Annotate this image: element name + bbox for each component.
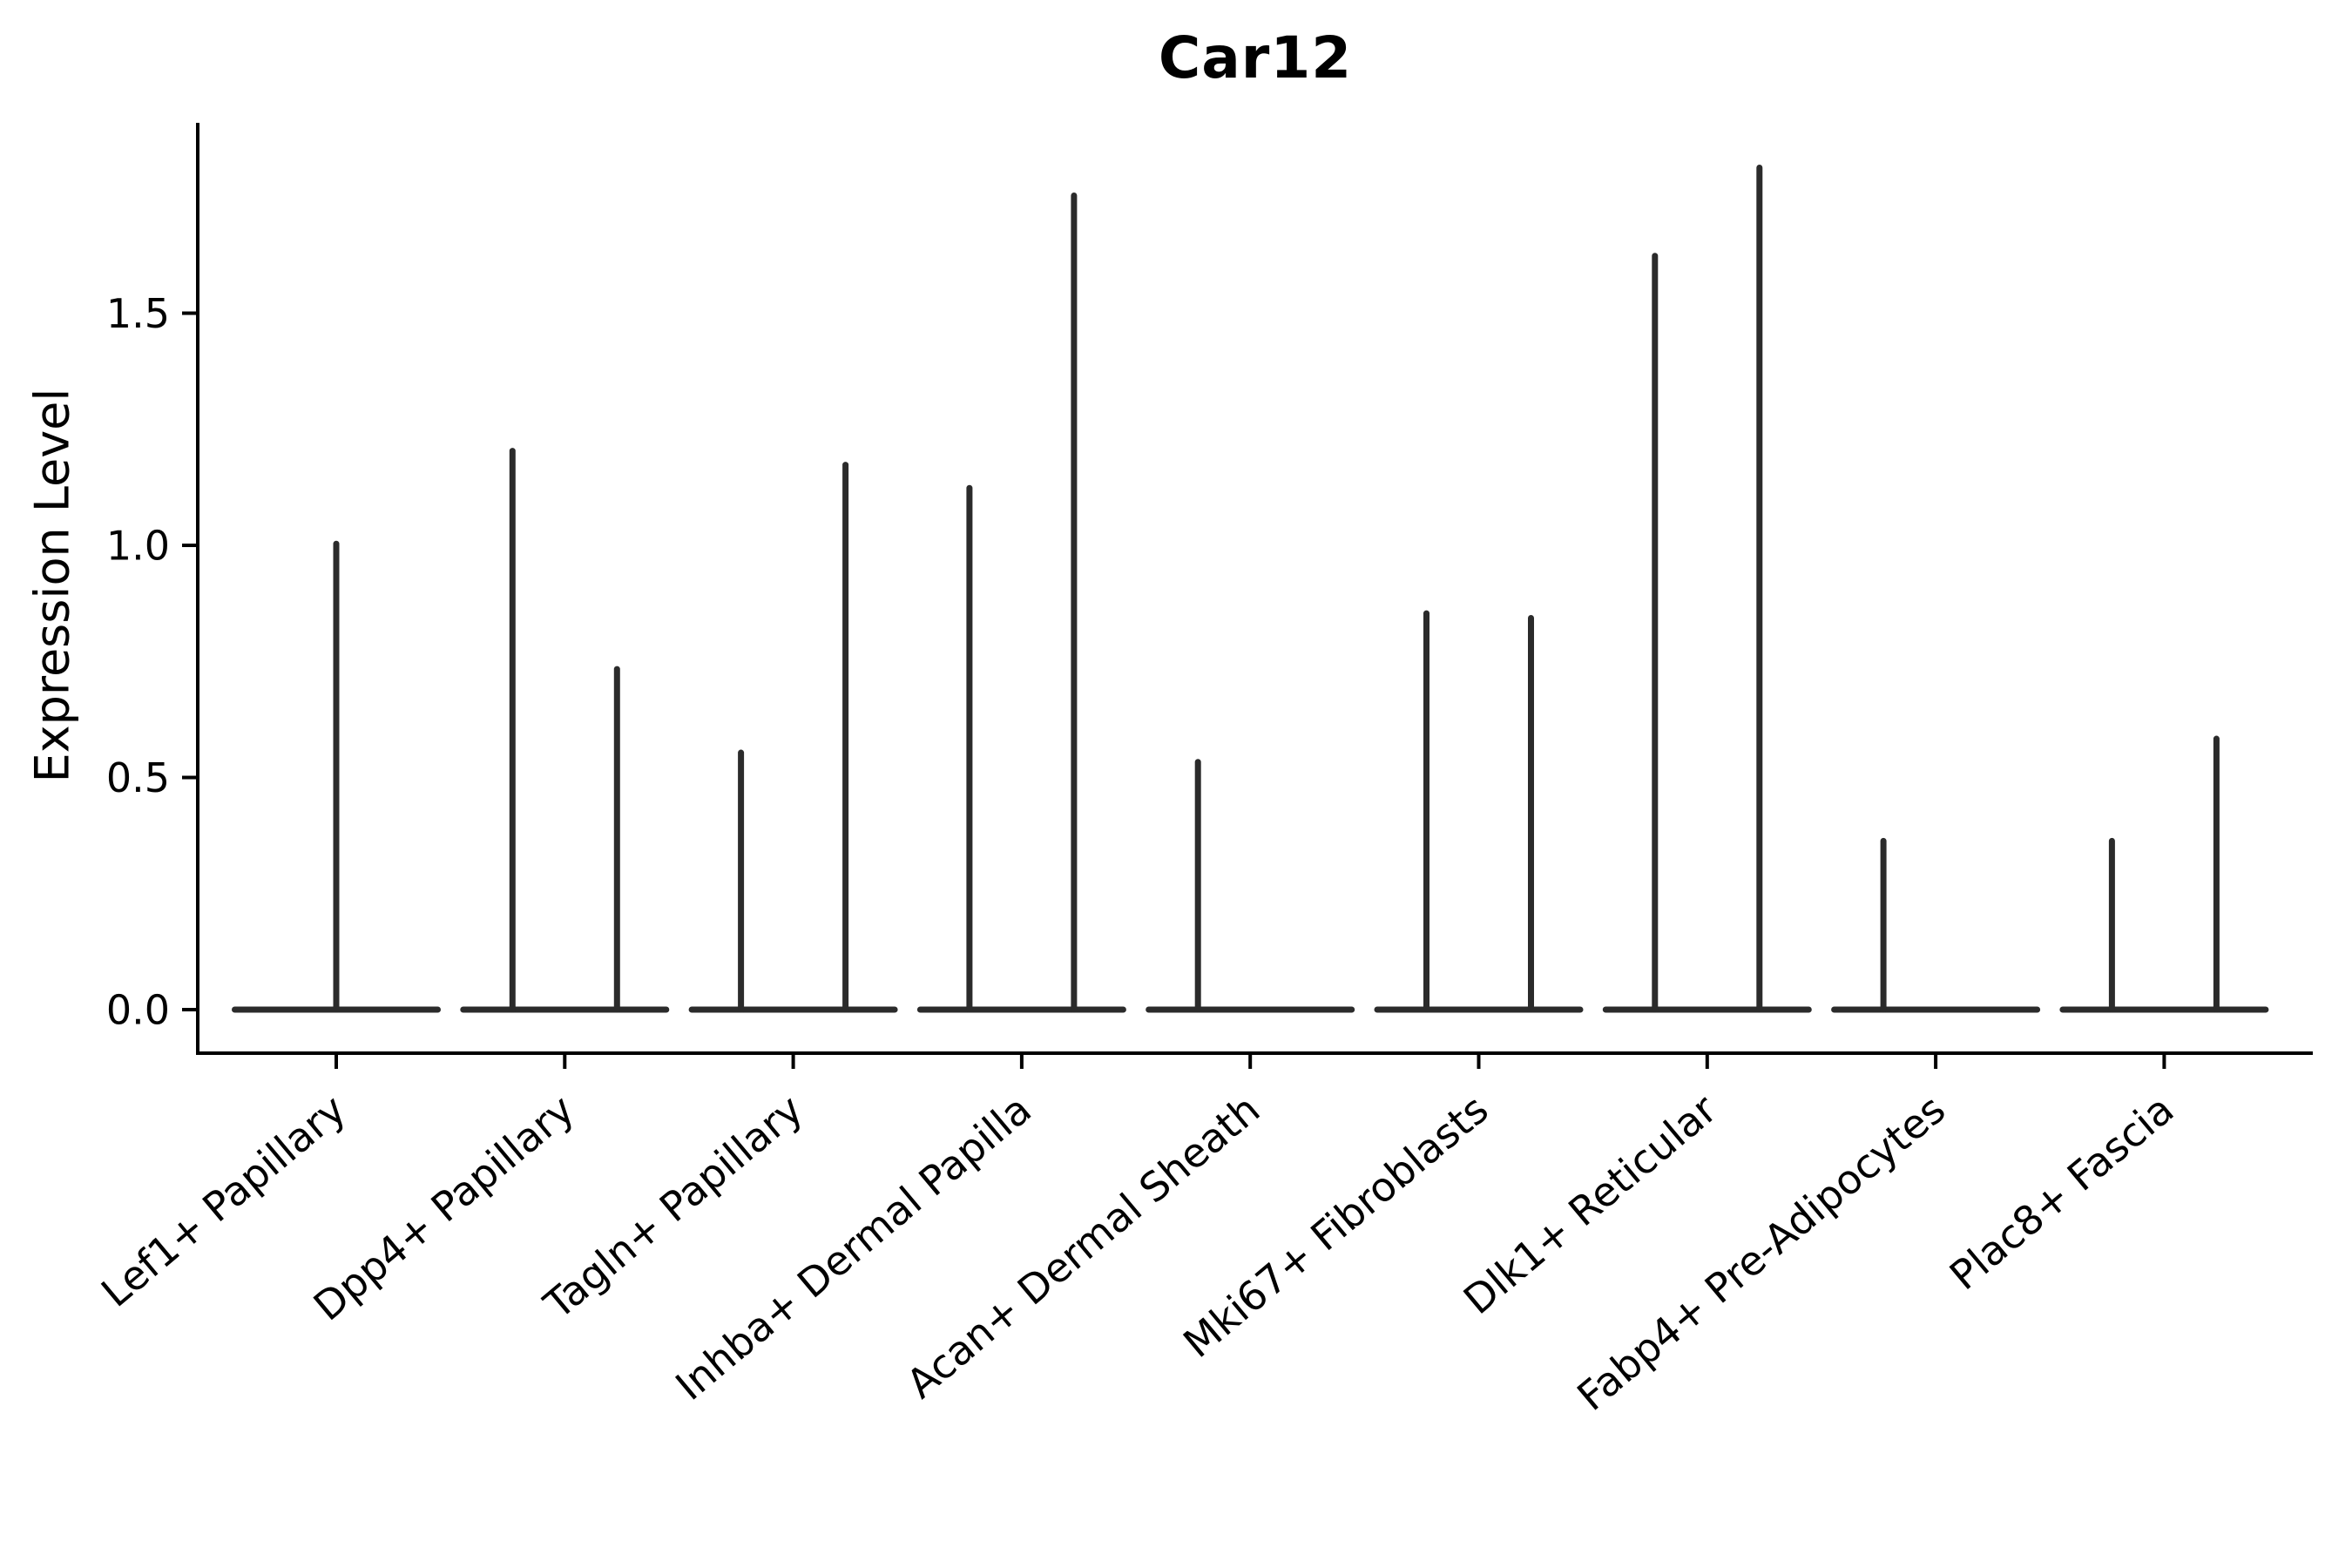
- y-tick-label-0: 0.0: [106, 987, 170, 1034]
- y-tick-label-3: 1.5: [106, 290, 170, 337]
- violin-spike-0-center: [333, 540, 340, 1013]
- violin-baseline-7: [1831, 1006, 2041, 1013]
- x-tick-mark-5: [1477, 1055, 1481, 1069]
- violin-spike-2-right: [842, 462, 849, 1013]
- x-tick-label-0: Lef1+ Papillary: [92, 1085, 355, 1316]
- violin-spike-6-right: [1756, 164, 1763, 1013]
- y-tick-mark-2: [182, 544, 196, 548]
- violin-spike-1-left: [509, 448, 516, 1013]
- x-tick-mark-2: [791, 1055, 795, 1069]
- violin-spike-1-right: [613, 666, 620, 1013]
- x-tick-mark-0: [335, 1055, 338, 1069]
- y-tick-mark-1: [182, 775, 196, 780]
- y-tick-label-2: 1.0: [106, 523, 170, 570]
- violin-spike-3-right: [1071, 192, 1078, 1013]
- y-tick-mark-3: [182, 311, 196, 315]
- violin-baseline-4: [1146, 1006, 1355, 1013]
- violin-spike-7-left: [1880, 837, 1887, 1013]
- y-axis-spine: [196, 123, 199, 1055]
- violin-spike-5-left: [1423, 610, 1429, 1013]
- x-tick-label-7: Fabp4+ Pre-Adipocytes: [1568, 1085, 1954, 1420]
- violin-spike-4-left: [1194, 759, 1201, 1013]
- x-tick-mark-1: [563, 1055, 567, 1069]
- x-tick-mark-6: [1705, 1055, 1709, 1069]
- x-tick-mark-8: [2162, 1055, 2166, 1069]
- violin-spike-6-left: [1652, 253, 1659, 1013]
- violin-spike-8-left: [2108, 837, 2115, 1013]
- violin-baseline-8: [2059, 1006, 2269, 1013]
- x-tick-label-8: Plac8+ Fascia: [1941, 1085, 2183, 1299]
- violin-spike-2-left: [738, 749, 745, 1013]
- chart-title: Car12: [1158, 24, 1353, 91]
- violin-baseline-6: [1602, 1006, 1812, 1013]
- violin-spike-5-right: [1528, 614, 1534, 1013]
- y-axis-label: Expression Level: [24, 388, 80, 783]
- x-tick-mark-4: [1248, 1055, 1253, 1069]
- x-axis-spine: [196, 1051, 2313, 1055]
- violin-baseline-1: [460, 1006, 670, 1013]
- violin-baseline-5: [1374, 1006, 1584, 1013]
- y-tick-label-1: 0.5: [106, 754, 170, 801]
- violin-baseline-2: [688, 1006, 898, 1013]
- x-tick-mark-7: [1934, 1055, 1938, 1069]
- x-tick-mark-3: [1019, 1055, 1024, 1069]
- violin-baseline-3: [916, 1006, 1126, 1013]
- y-tick-mark-0: [182, 1008, 196, 1012]
- violin-spike-8-right: [2213, 735, 2220, 1013]
- violin-spike-3-left: [966, 484, 973, 1013]
